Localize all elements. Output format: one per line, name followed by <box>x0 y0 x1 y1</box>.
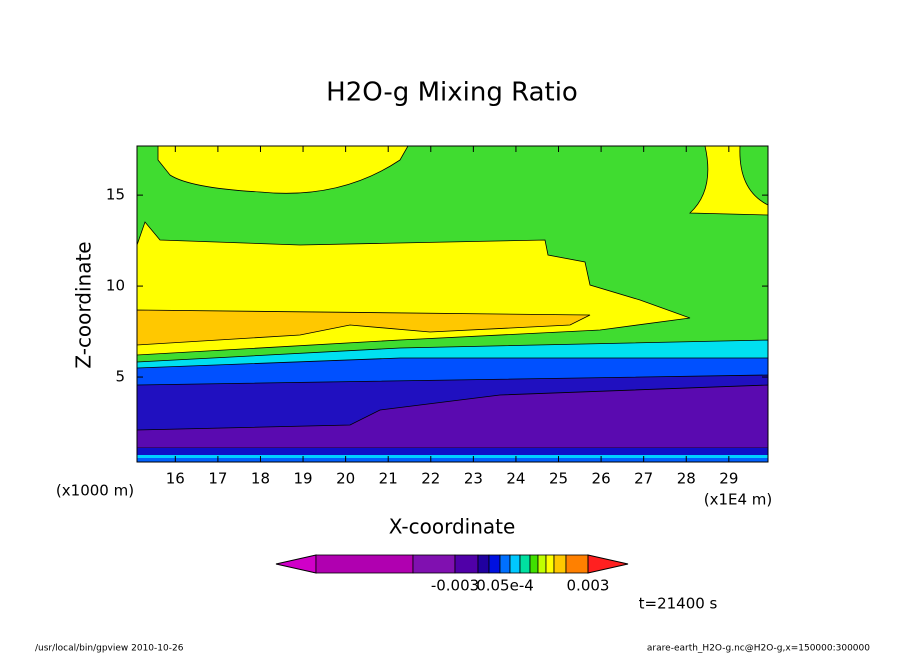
contour-region <box>137 458 768 462</box>
colorbar-segment <box>275 554 317 574</box>
colorbar-segment <box>499 554 511 574</box>
colorbar-segment <box>477 554 490 574</box>
y-tick-label: 5 <box>115 368 125 386</box>
colorbar-segment <box>509 554 521 574</box>
x-tick-label: 19 <box>294 470 313 488</box>
x-tick-label: 29 <box>719 470 738 488</box>
x-axis-label: X-coordinate <box>389 515 516 539</box>
contour-region <box>136 309 591 346</box>
x-tick-label: 23 <box>464 470 483 488</box>
colorbar-segment <box>553 554 567 574</box>
contour-field <box>136 145 769 463</box>
x-tick-label: 20 <box>336 470 355 488</box>
colorbar-segment <box>519 554 531 574</box>
x-axis-unit: (x1E4 m) <box>704 491 773 509</box>
x-tick-label: 25 <box>549 470 568 488</box>
plot-frame <box>136 145 769 463</box>
colorbar-segment <box>454 554 479 574</box>
colorbar-segment <box>488 554 501 574</box>
colorbar-label: 0.003 <box>567 577 610 595</box>
colorbar-segment <box>565 554 589 574</box>
colorbar-segment <box>537 554 547 574</box>
x-tick-label: 16 <box>166 470 185 488</box>
x-tick-label: 21 <box>379 470 398 488</box>
x-tick-label: 28 <box>677 470 696 488</box>
footer-left: /usr/local/bin/gpview 2010-10-26 <box>35 644 184 654</box>
y-tick-label: 15 <box>106 186 125 204</box>
annotation: t=21400 s <box>639 595 718 613</box>
x-tick-label: 17 <box>208 470 227 488</box>
contour-region <box>137 448 768 455</box>
x-tick-label: 27 <box>634 470 653 488</box>
footer-right: arare-earth_H2O-g.nc@H2O-g,x=150000:3000… <box>647 644 870 654</box>
colorbar-segment <box>315 554 414 574</box>
x-tick-label: 18 <box>251 470 270 488</box>
colorbar-segment <box>529 554 539 574</box>
y-axis-label: Z-coordinate <box>72 241 96 368</box>
chart-title: H2O-g Mixing Ratio <box>326 78 578 108</box>
x-tick-label: 22 <box>421 470 440 488</box>
y-axis-unit: (x1000 m) <box>56 482 134 500</box>
x-tick-label: 26 <box>592 470 611 488</box>
colorbar-segment <box>412 554 456 574</box>
colorbar-segment <box>587 554 629 574</box>
contour-region <box>137 455 768 458</box>
contour-region <box>157 145 409 194</box>
colorbar-label: -0.003 <box>431 577 479 595</box>
colorbar-label: 0.05e-4 <box>476 577 534 595</box>
x-tick-label: 24 <box>506 470 525 488</box>
y-tick-label: 10 <box>106 277 125 295</box>
colorbar-segment <box>545 554 555 574</box>
